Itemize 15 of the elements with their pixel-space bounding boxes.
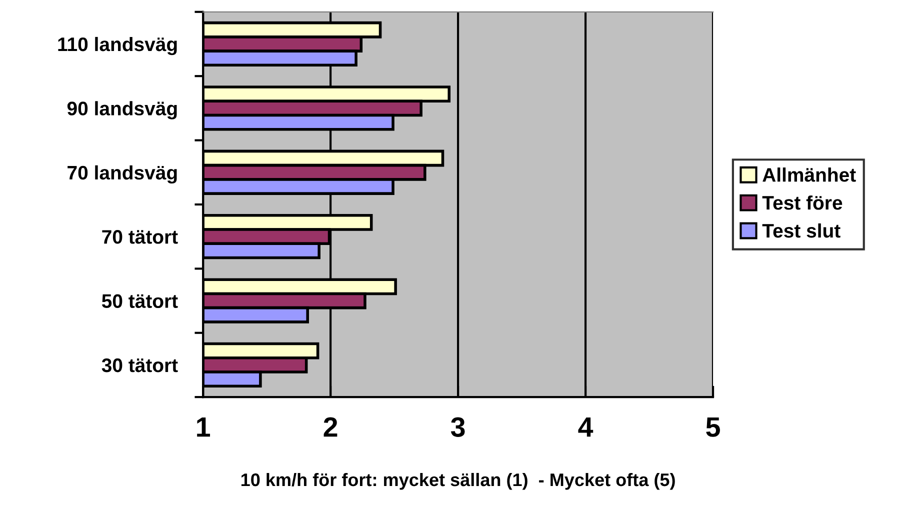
x-axis-title: 10 km/h för fort: mycket sällan (1) - Mycket ofta (5) <box>241 472 675 490</box>
legend-label: Test före <box>762 195 842 210</box>
x-tick-label: 1 <box>197 418 210 437</box>
legend-label: Test slut <box>762 223 840 238</box>
legend-label: Allmänhet <box>762 168 856 182</box>
y-tick-label: 70 landsväg <box>68 165 177 184</box>
y-tick-label: 70 tätort <box>102 230 178 244</box>
x-tick-label: 3 <box>450 417 465 437</box>
x-tick-label: 2 <box>324 417 338 437</box>
y-tick-label: 90 landsväg <box>67 101 177 120</box>
y-tick-label: 50 tätort <box>102 294 178 308</box>
x-tick-label: 5 <box>706 418 720 437</box>
x-tick-label: 4 <box>578 418 594 437</box>
y-tick-label: 110 landsväg <box>58 36 177 56</box>
y-tick-label: 30 tätort <box>102 358 178 372</box>
